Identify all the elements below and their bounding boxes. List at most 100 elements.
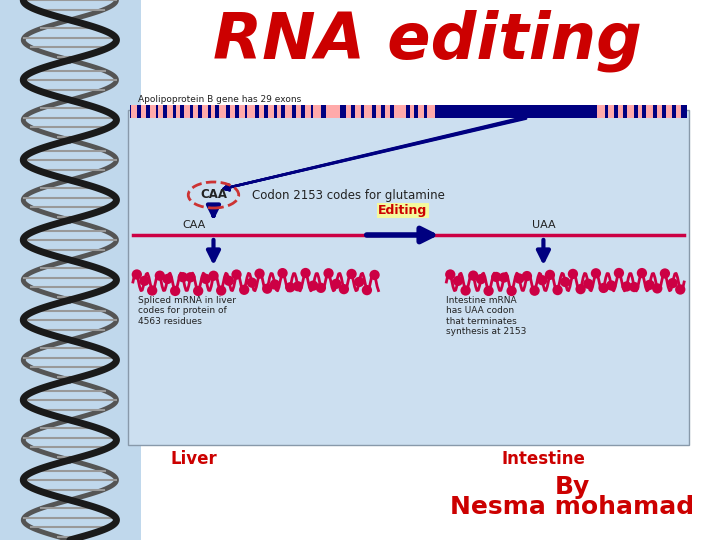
Bar <box>130 105 687 118</box>
Point <box>544 271 556 279</box>
Point <box>369 271 380 279</box>
Point <box>552 286 563 294</box>
Point <box>361 286 373 294</box>
Point <box>354 278 365 286</box>
Point <box>246 278 258 287</box>
Text: Spliced mRNA in liver
codes for protein of
4563 residues: Spliced mRNA in liver codes for protein … <box>138 296 235 326</box>
Bar <box>202 105 207 118</box>
Bar <box>618 105 623 118</box>
Bar <box>0 0 140 540</box>
Point <box>621 282 632 291</box>
Bar <box>637 105 642 118</box>
Point <box>652 284 663 293</box>
Point <box>269 280 281 289</box>
Point <box>659 269 670 278</box>
Bar <box>128 110 689 445</box>
Bar <box>427 105 435 118</box>
Bar <box>597 105 605 118</box>
Point <box>315 284 327 292</box>
Bar <box>676 105 681 118</box>
Point <box>636 269 648 278</box>
Bar <box>296 105 301 118</box>
Text: Apolipoprotein B gene has 29 exons: Apolipoprotein B gene has 29 exons <box>138 95 301 104</box>
Point <box>536 276 548 285</box>
Point <box>231 270 243 279</box>
Text: Intestine: Intestine <box>502 450 585 468</box>
Bar <box>259 105 264 118</box>
Point <box>521 272 533 280</box>
Bar <box>230 105 235 118</box>
Bar <box>418 105 424 118</box>
Point <box>131 270 143 279</box>
Point <box>169 287 181 295</box>
Bar <box>193 105 198 118</box>
Text: UAA: UAA <box>531 220 555 230</box>
Bar <box>627 105 634 118</box>
Bar <box>131 105 137 118</box>
Text: Liver: Liver <box>171 450 217 468</box>
Bar <box>657 105 662 118</box>
Bar <box>394 105 405 118</box>
Point <box>185 273 197 281</box>
Point <box>513 274 525 283</box>
Bar <box>285 105 292 118</box>
Point <box>528 286 540 295</box>
Point <box>338 285 350 293</box>
Point <box>346 269 357 278</box>
Bar <box>385 105 390 118</box>
Point <box>675 285 686 294</box>
Bar <box>239 105 245 118</box>
Point <box>330 280 342 288</box>
Point <box>284 283 296 292</box>
Point <box>292 282 304 291</box>
Text: Intestine mRNA
has UAA codon
that terminates
synthesis at 2153: Intestine mRNA has UAA codon that termin… <box>446 296 527 336</box>
Bar <box>410 105 415 118</box>
Bar <box>355 105 361 118</box>
Point <box>192 287 204 295</box>
Point <box>498 273 510 282</box>
Point <box>261 285 273 293</box>
Bar <box>647 105 653 118</box>
Point <box>223 276 235 285</box>
Bar <box>176 105 181 118</box>
Point <box>276 269 288 278</box>
Point <box>483 287 495 295</box>
Point <box>307 281 319 290</box>
Point <box>215 286 227 295</box>
Point <box>154 272 166 280</box>
Bar <box>326 105 340 118</box>
Point <box>644 281 655 289</box>
Bar <box>140 105 145 118</box>
Point <box>300 269 311 278</box>
Bar <box>158 105 163 118</box>
Bar <box>210 105 215 118</box>
Point <box>613 269 625 278</box>
Bar <box>268 105 274 118</box>
Point <box>146 286 158 295</box>
Point <box>575 285 586 293</box>
Bar <box>305 105 310 118</box>
Bar <box>248 105 255 118</box>
Point <box>490 273 502 281</box>
Bar <box>438 105 592 118</box>
Bar <box>167 105 173 118</box>
Point <box>582 279 594 288</box>
Point <box>177 273 189 281</box>
Point <box>567 269 579 278</box>
Bar <box>666 105 672 118</box>
Point <box>559 278 571 286</box>
Bar <box>276 105 282 118</box>
Bar <box>220 105 226 118</box>
Point <box>606 281 617 290</box>
Text: Editing: Editing <box>378 204 428 217</box>
Point <box>162 275 174 284</box>
Text: RNA editing: RNA editing <box>212 10 642 72</box>
Bar <box>184 105 190 118</box>
Point <box>208 272 220 280</box>
Point <box>590 269 602 278</box>
Text: CAA: CAA <box>200 188 227 201</box>
Point <box>598 284 609 292</box>
Bar <box>313 105 321 118</box>
Bar <box>376 105 382 118</box>
Text: Nesma mohamad: Nesma mohamad <box>451 495 695 519</box>
